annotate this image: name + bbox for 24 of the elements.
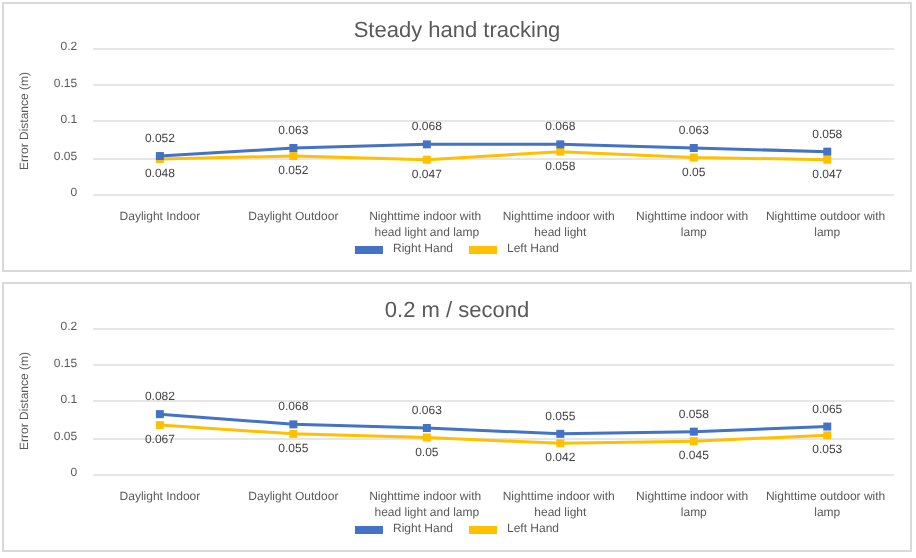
point xyxy=(422,424,431,433)
point xyxy=(823,422,832,431)
point xyxy=(422,155,431,164)
point xyxy=(556,439,565,448)
point xyxy=(155,421,164,430)
point xyxy=(289,429,298,438)
point xyxy=(556,429,565,438)
point xyxy=(422,140,431,149)
point xyxy=(289,420,298,429)
point xyxy=(556,140,565,149)
chart-title: Steady hand tracking xyxy=(353,19,561,43)
point xyxy=(689,144,698,153)
point xyxy=(155,410,164,419)
point xyxy=(823,155,832,164)
point xyxy=(689,427,698,436)
point xyxy=(689,153,698,162)
point xyxy=(823,147,832,156)
chart-title: 0.2 m / second xyxy=(384,299,530,323)
point xyxy=(289,144,298,153)
point xyxy=(689,437,698,446)
point xyxy=(422,433,431,442)
point xyxy=(823,431,832,440)
point xyxy=(289,152,298,161)
point xyxy=(556,147,565,156)
